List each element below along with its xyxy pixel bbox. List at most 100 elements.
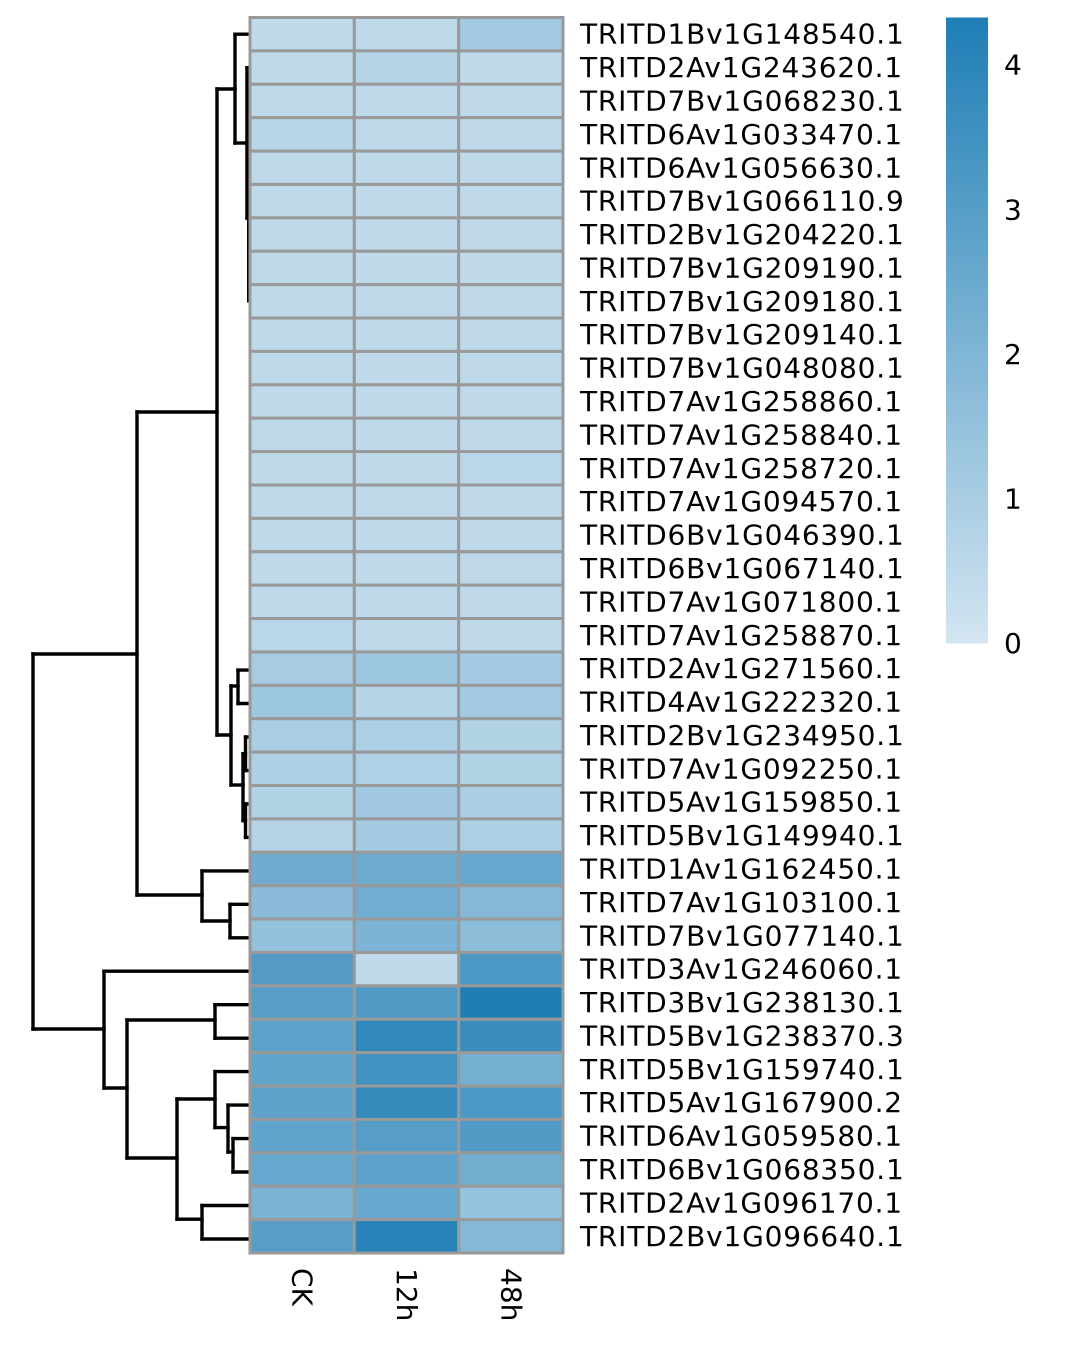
heatmap-cell [457,16,565,53]
row-label: TRITD6Bv1G046390.1 [579,519,905,552]
row-label: TRITD3Av1G246060.1 [579,953,903,986]
heatmap-cell [352,483,461,520]
heatmap-cell [248,784,356,821]
row-label: TRITD1Bv1G148540.1 [579,18,905,51]
row-label: TRITD7Av1G103100.1 [579,886,903,919]
row-dendrogram [31,32,254,1241]
row-label: TRITD7Bv1G209190.1 [579,251,905,284]
heatmap-cell [352,416,461,454]
heatmap-cell [248,984,356,1021]
heatmap-cell [457,349,565,387]
heatmap-cell [248,483,356,520]
row-label: TRITD5Bv1G238370.3 [579,1019,905,1052]
heatmap-cell [457,1218,565,1255]
heatmap-cell [457,717,565,754]
heatmap-cell [352,950,461,988]
heatmap-cell [457,984,565,1021]
heatmap-cell [248,116,356,153]
heatmap-cell [352,49,461,86]
heatmap-cell [457,1084,565,1121]
row-label: TRITD6Av1G033470.1 [579,118,903,151]
row-label: TRITD2Av1G271560.1 [579,652,903,685]
heatmap-cell [248,884,356,921]
color-legend: 4 3 2 1 0 [946,17,1022,660]
row-label: TRITD6Av1G059580.1 [579,1120,903,1153]
heatmap-border [248,16,565,1255]
heatmap-cell [457,784,565,821]
heatmap-cell [248,617,356,654]
legend-tick-label: 3 [1004,193,1022,226]
heatmap-cell [352,216,461,253]
row-label: TRITD7Av1G258720.1 [579,452,903,485]
heatmap-cell [457,383,565,420]
heatmap-cell [352,1218,461,1255]
heatmap-cell [457,884,565,921]
row-label: TRITD7Av1G258860.1 [579,385,903,418]
heatmap-cell [248,1117,356,1155]
heatmap-cell [248,249,356,287]
heatmap-cell [352,1117,461,1155]
row-label: TRITD1Av1G162450.1 [579,852,903,885]
heatmap-cell [352,750,461,788]
heatmap-cell [248,1084,356,1121]
column-labels: CK 12h 48h [286,1268,528,1321]
row-label: TRITD7Av1G258840.1 [579,418,903,451]
heatmap-cell [352,450,461,487]
heatmap-cell [248,583,356,621]
heatmap-cell [248,950,356,988]
row-label: TRITD7Bv1G077140.1 [579,919,905,952]
row-label: TRITD7Bv1G209140.1 [579,318,905,351]
heatmap-cell [248,316,356,353]
heatmap-cell [457,750,565,788]
heatmap-cell [457,917,565,954]
heatmap-cell [248,1051,356,1088]
legend-tick-label: 2 [1004,338,1022,371]
row-label: TRITD7Av1G094570.1 [579,485,903,518]
row-label: TRITD7Bv1G209180.1 [579,285,905,318]
heatmap-cell [352,82,461,120]
heatmap-cell [248,516,356,554]
row-label: TRITD4Av1G222320.1 [579,686,903,719]
heatmap-cell [457,149,565,186]
heatmap-cell [248,1218,356,1255]
heatmap-cell [352,16,461,53]
heatmap-cell [457,950,565,988]
heatmap-cell [248,82,356,120]
row-label: TRITD5Av1G159850.1 [579,786,903,819]
row-label: TRITD7Bv1G066110.9 [579,185,905,218]
row-label: TRITD6Bv1G068350.1 [579,1153,905,1186]
row-label: TRITD2Av1G243620.1 [579,51,903,84]
column-label: CK [286,1268,319,1307]
heatmap-cell [248,283,356,320]
heatmap-cell [457,683,565,721]
column-label: 12h [390,1268,423,1321]
heatmap-cell [352,316,461,353]
heatmap-cell [457,583,565,621]
heatmap-grid [248,16,565,1255]
legend-tick-label: 4 [1004,49,1022,82]
row-label: TRITD7Av1G258870.1 [579,619,903,652]
heatmap-cell [352,917,461,954]
heatmap-cell [457,416,565,454]
heatmap-cell [352,850,461,888]
heatmap-cell [352,1017,461,1055]
heatmap-cell [248,683,356,721]
heatmap-cell [352,283,461,320]
heatmap-cell [457,650,565,687]
heatmap-cell [248,450,356,487]
heatmap-cell [352,149,461,186]
heatmap-cell [248,1017,356,1055]
heatmap-cell [457,182,565,220]
heatmap-cell [352,650,461,687]
heatmap-cell [248,917,356,954]
heatmap-cell [457,216,565,253]
heatmap-cell [352,617,461,654]
heatmap-cell [352,249,461,287]
heatmap-cell [457,450,565,487]
heatmap-cell [457,1184,565,1222]
row-label: TRITD7Av1G071800.1 [579,585,903,618]
heatmap-cell [457,1117,565,1155]
heatmap-cell [457,116,565,153]
legend-gradient-bar [946,17,988,644]
